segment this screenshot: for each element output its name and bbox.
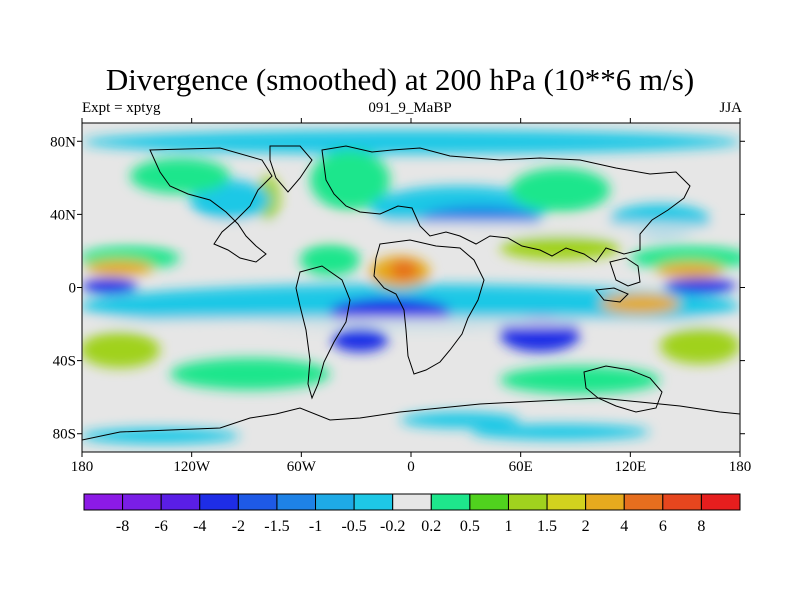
y-axis-tick-label: 40S [53, 354, 76, 370]
colorbar-swatch [662, 493, 702, 511]
divergence-contour-region [130, 158, 230, 194]
divergence-contour-region [656, 262, 724, 278]
divergence-contour-region [90, 222, 730, 234]
axis-ticks: 180 120W 60W 0 60E 120E 180 80N 40N 0 40S 80S [50, 118, 751, 475]
colorbar-swatch [623, 493, 664, 511]
colorbar-label: 6 [659, 518, 667, 535]
x-axis-tick-label: 60W [287, 459, 317, 475]
colorbar-swatch [430, 493, 471, 511]
divergence-contour-region [660, 328, 740, 364]
colorbar-swatch [83, 493, 124, 511]
colorbar-label: -2 [232, 518, 245, 535]
y-axis-tick-label: 80S [53, 427, 76, 443]
divergence-contour-region [82, 278, 138, 294]
experiment-label: Expt = xptyg [82, 100, 161, 116]
colorbar-label: -4 [193, 518, 206, 535]
map-plot-area [81, 122, 741, 453]
colorbar-swatch [507, 493, 548, 511]
y-axis-tick-label: 0 [69, 281, 77, 297]
colorbar-swatch [199, 493, 239, 511]
colorbar-swatch [392, 493, 432, 511]
x-axis-tick-label: 60E [509, 459, 533, 475]
divergence-contour-region [90, 318, 730, 326]
colorbar-label: -0.2 [380, 518, 405, 535]
x-axis-tick-label: 0 [407, 459, 415, 475]
colorbar-label: 2 [582, 518, 590, 535]
x-axis-tick-label: 120W [173, 459, 211, 475]
divergence-contour-region [470, 424, 650, 440]
south-america-outline [295, 265, 351, 400]
colorbar-swatch [469, 493, 509, 511]
coastlines [82, 145, 740, 441]
divergence-contour-region [400, 412, 520, 428]
divergence-contour-region [600, 294, 680, 314]
colorbar-swatch [160, 493, 201, 511]
australia-outline [583, 365, 663, 413]
indonesia-outline [595, 287, 629, 303]
north-america-outline [149, 147, 273, 263]
colorbar-swatch [700, 493, 741, 511]
colorbar: -8 -6 -4 -2 -1.5 -1 -0.5 -0.2 0.2 0.5 1 1.5 2 4 6 8 [83, 493, 741, 535]
x-axis-tick-label: 180 [71, 459, 94, 475]
colorbar-label: -8 [116, 518, 129, 535]
colorbar-swatch [276, 493, 317, 511]
colorbar-label: -1.5 [264, 518, 289, 535]
colorbar-label: 0.5 [460, 518, 480, 535]
greenland-outline [269, 145, 313, 193]
y-axis-tick-label: 80N [50, 134, 76, 150]
maritime-continent-outline [609, 257, 641, 287]
colorbar-swatch [585, 493, 625, 511]
divergence-contour-region [82, 332, 160, 368]
colorbar-label: 4 [620, 518, 628, 535]
divergence-contour-region [500, 236, 620, 260]
colorbar-label: -6 [155, 518, 168, 535]
divergence-contour-region [510, 168, 610, 212]
colorbar-swatch [353, 493, 394, 511]
divergence-contour-region [390, 260, 418, 280]
colorbar-label: 1 [504, 518, 512, 535]
africa-outline [373, 239, 485, 375]
colorbar-label: 0.2 [421, 518, 441, 535]
eurasia-outline [321, 145, 691, 263]
colorbar-swatch [122, 493, 162, 511]
divergence-contour-region [82, 130, 740, 154]
divergence-contour-region [170, 358, 330, 390]
colorbar-label: 1.5 [537, 518, 557, 535]
colorbar-swatch [237, 493, 278, 511]
divergence-contour-region [664, 278, 736, 294]
x-axis-tick-label: 180 [729, 459, 752, 475]
colorbar-swatch [546, 493, 587, 511]
divergence-field [82, 130, 740, 444]
divergence-contour-region [332, 328, 388, 352]
x-axis-tick-label: 120E [614, 459, 646, 475]
colorbar-swatch [315, 493, 355, 511]
divergence-contour-region [310, 150, 390, 210]
run-label: 091_9_MaBP [368, 100, 452, 116]
divergence-contour-region [86, 260, 154, 276]
divergence-contour-region [500, 366, 660, 394]
colorbar-label: -1 [309, 518, 322, 535]
colorbar-label: -0.5 [341, 518, 366, 535]
antarctica-outline [82, 397, 740, 441]
season-label: JJA [719, 100, 742, 116]
plot-title: Divergence (smoothed) at 200 hPa (10**6 … [105, 62, 695, 97]
colorbar-label: 8 [697, 518, 705, 535]
y-axis-tick-label: 40N [50, 207, 76, 223]
divergence-contour-region [630, 246, 740, 270]
